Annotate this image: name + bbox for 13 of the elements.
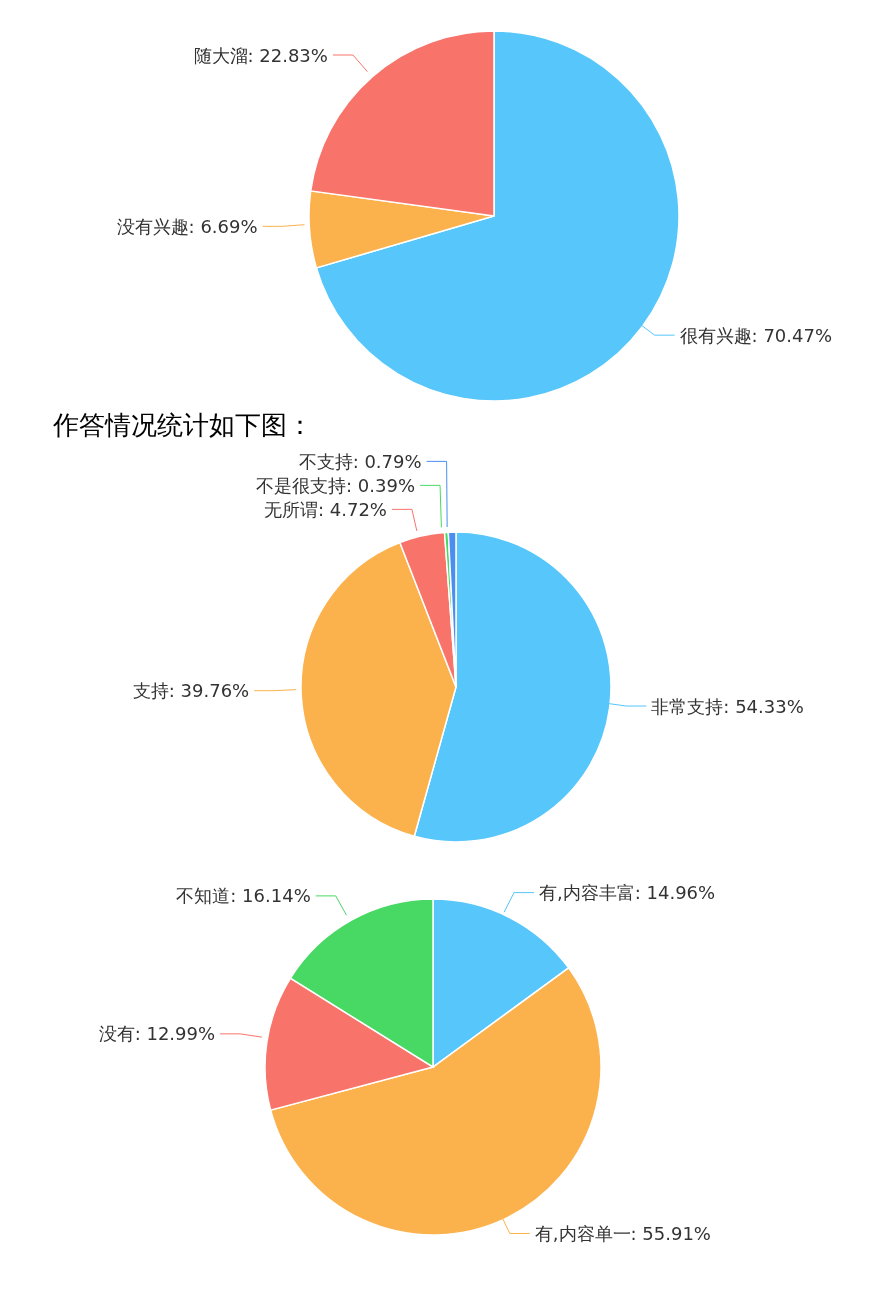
slice-label: 不知道: 16.14% — [176, 885, 311, 907]
slice-label: 不是很支持: 0.39% — [256, 474, 416, 496]
slice-label: 非常支持: 54.33% — [651, 695, 804, 717]
chart-title: 作答情况统计如下图： — [52, 410, 314, 442]
slice-label: 有,内容丰富: 14.96% — [539, 882, 716, 904]
slice-label: 没有: 12.99% — [98, 1023, 216, 1045]
slice-label: 有,内容单一: 55.91% — [534, 1222, 711, 1244]
slice-label: 没有兴趣: 6.69% — [116, 215, 258, 237]
slice-label: 很有兴趣: 70.47% — [679, 324, 833, 346]
slice-label: 不支持: 0.79% — [298, 450, 422, 472]
slice-label: 无所谓: 4.72% — [263, 498, 387, 520]
slice-label: 随大溜: 22.83% — [193, 44, 328, 66]
slice-label: 支持: 39.76% — [132, 680, 250, 702]
